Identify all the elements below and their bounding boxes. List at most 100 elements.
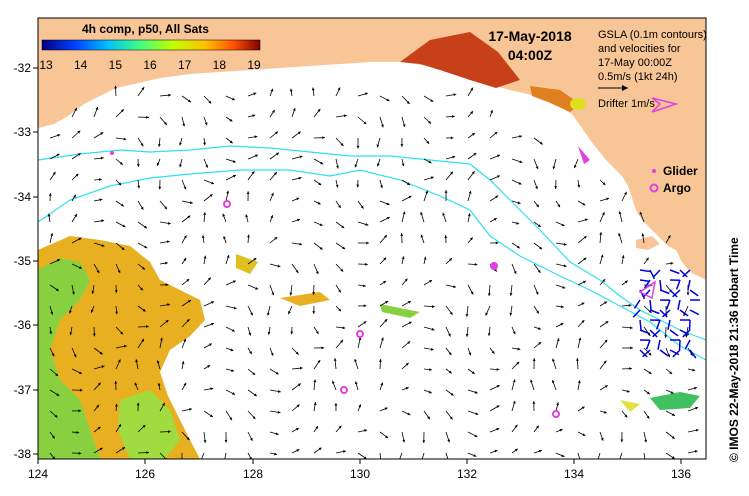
velocity-arrowhead: [423, 256, 427, 260]
velocity-arrowhead: [254, 135, 258, 139]
velocity-arrowhead: [496, 427, 500, 431]
velocity-arrowhead: [160, 337, 163, 341]
velocity-arrowhead: [209, 194, 213, 198]
velocity-arrowhead: [274, 237, 278, 240]
sst-small-patch-2: [380, 304, 420, 318]
velocity-arrowhead: [343, 450, 346, 453]
velocity-arrowhead: [398, 460, 401, 463]
velocity-arrowhead: [621, 255, 625, 259]
velocity-arrowhead: [644, 439, 648, 443]
velocity-arrowhead: [620, 439, 624, 443]
velocity-arrowhead: [69, 332, 73, 336]
velocity-arrow: [379, 452, 382, 459]
hf-radar-arrow: [649, 329, 658, 338]
velocity-arrowhead: [576, 358, 579, 361]
velocity-arrowhead: [560, 305, 564, 309]
glider-marker[interactable]: [490, 262, 498, 270]
coastal-sst-patch: [400, 32, 520, 88]
velocity-arrowhead: [229, 140, 233, 144]
velocity-arrowhead: [584, 218, 588, 222]
velocity-arrow: [643, 452, 646, 459]
velocity-arrowhead: [407, 412, 411, 416]
argo-marker[interactable]: [223, 200, 231, 208]
velocity-arrowhead: [340, 143, 344, 146]
velocity-arrowhead: [386, 98, 390, 102]
velocity-arrowhead: [114, 290, 118, 293]
date-label: 17-May-2018: [488, 28, 571, 44]
velocity-arrowhead: [667, 354, 670, 358]
velocity-arrowhead: [183, 258, 187, 262]
colorbar-tick-label: 16: [143, 58, 157, 72]
velocity-arrowhead: [645, 257, 649, 261]
hf-radar-arrow: [652, 329, 661, 338]
velocity-arrowhead: [530, 379, 533, 383]
velocity-arrowhead: [100, 132, 104, 135]
velocity-arrowhead: [99, 351, 103, 355]
velocity-arrowhead: [685, 334, 689, 338]
velocity-arrowhead: [336, 165, 339, 169]
x-tick-label: 132: [457, 467, 477, 481]
colorbar-tick-label: 19: [247, 58, 261, 72]
velocity-arrowhead: [232, 160, 236, 163]
velocity-arrowhead: [624, 414, 628, 418]
velocity-arrowhead: [495, 195, 499, 199]
drifter-track[interactable]: [638, 280, 657, 300]
y-tick-label: -37: [14, 383, 32, 397]
velocity-arrowhead: [338, 205, 341, 208]
velocity-arrowhead: [470, 291, 474, 295]
velocity-arrowhead: [366, 241, 369, 245]
velocity-arrowhead: [99, 447, 103, 451]
glider-marker[interactable]: [110, 151, 114, 155]
velocity-arrowhead: [429, 368, 432, 372]
velocity-arrowhead: [204, 122, 208, 126]
velocity-arrowhead: [120, 331, 123, 335]
velocity-arrowhead: [96, 270, 100, 274]
velocity-arrowhead: [422, 440, 426, 443]
argo-marker[interactable]: [356, 330, 364, 338]
hf-radar-arrow: [645, 339, 651, 350]
velocity-arrowhead: [539, 246, 543, 250]
colorbar-tick-label: 14: [74, 58, 88, 72]
velocity-arrowhead: [402, 439, 406, 443]
velocity-arrowhead: [313, 379, 317, 383]
velocity-arrowhead: [384, 319, 388, 322]
velocity-arrowhead: [628, 303, 632, 307]
velocity-arrowhead: [142, 266, 145, 270]
argo-marker[interactable]: [552, 410, 560, 418]
velocity-arrowhead: [603, 410, 607, 414]
argo-marker[interactable]: [340, 386, 348, 394]
plot-frame: [37, 17, 707, 460]
velocity-arrowhead: [275, 131, 278, 135]
hf-radar-arrow: [659, 279, 662, 291]
velocity-arrowhead: [252, 372, 256, 375]
velocity-arrowhead: [509, 312, 513, 316]
velocity-arrowhead: [429, 280, 433, 283]
velocity-arrowhead: [73, 194, 76, 198]
velocity-arrowhead: [485, 312, 489, 316]
velocity-arrowhead: [144, 225, 148, 229]
hf-radar-arrow: [679, 329, 690, 336]
velocity-arrowhead: [313, 402, 317, 405]
velocity-arrowhead: [405, 362, 409, 366]
velocity-arrowhead: [79, 388, 83, 392]
glider-track[interactable]: [578, 146, 590, 164]
velocity-arrowhead: [644, 461, 647, 464]
velocity-arrowhead: [96, 404, 100, 408]
velocity-arrowhead: [667, 235, 671, 239]
velocity-arrowhead: [381, 124, 384, 128]
velocity-arrowhead: [338, 289, 341, 293]
velocity-arrowhead: [513, 270, 517, 274]
velocity-arrowhead: [318, 182, 322, 186]
hf-radar-arrow: [659, 289, 670, 295]
velocity-arrowhead: [426, 140, 430, 144]
velocity-arrowhead: [49, 331, 53, 335]
velocity-arrowhead: [447, 459, 450, 462]
velocity-arrowhead: [386, 202, 390, 206]
velocity-arrowhead: [402, 124, 406, 128]
velocity-arrowhead: [606, 197, 610, 201]
velocity-arrowhead: [536, 310, 539, 314]
velocity-arrowhead: [646, 415, 650, 419]
velocity-arrowhead: [474, 390, 478, 394]
y-tick-label: -38: [14, 447, 32, 461]
velocity-arrowhead: [230, 348, 234, 352]
